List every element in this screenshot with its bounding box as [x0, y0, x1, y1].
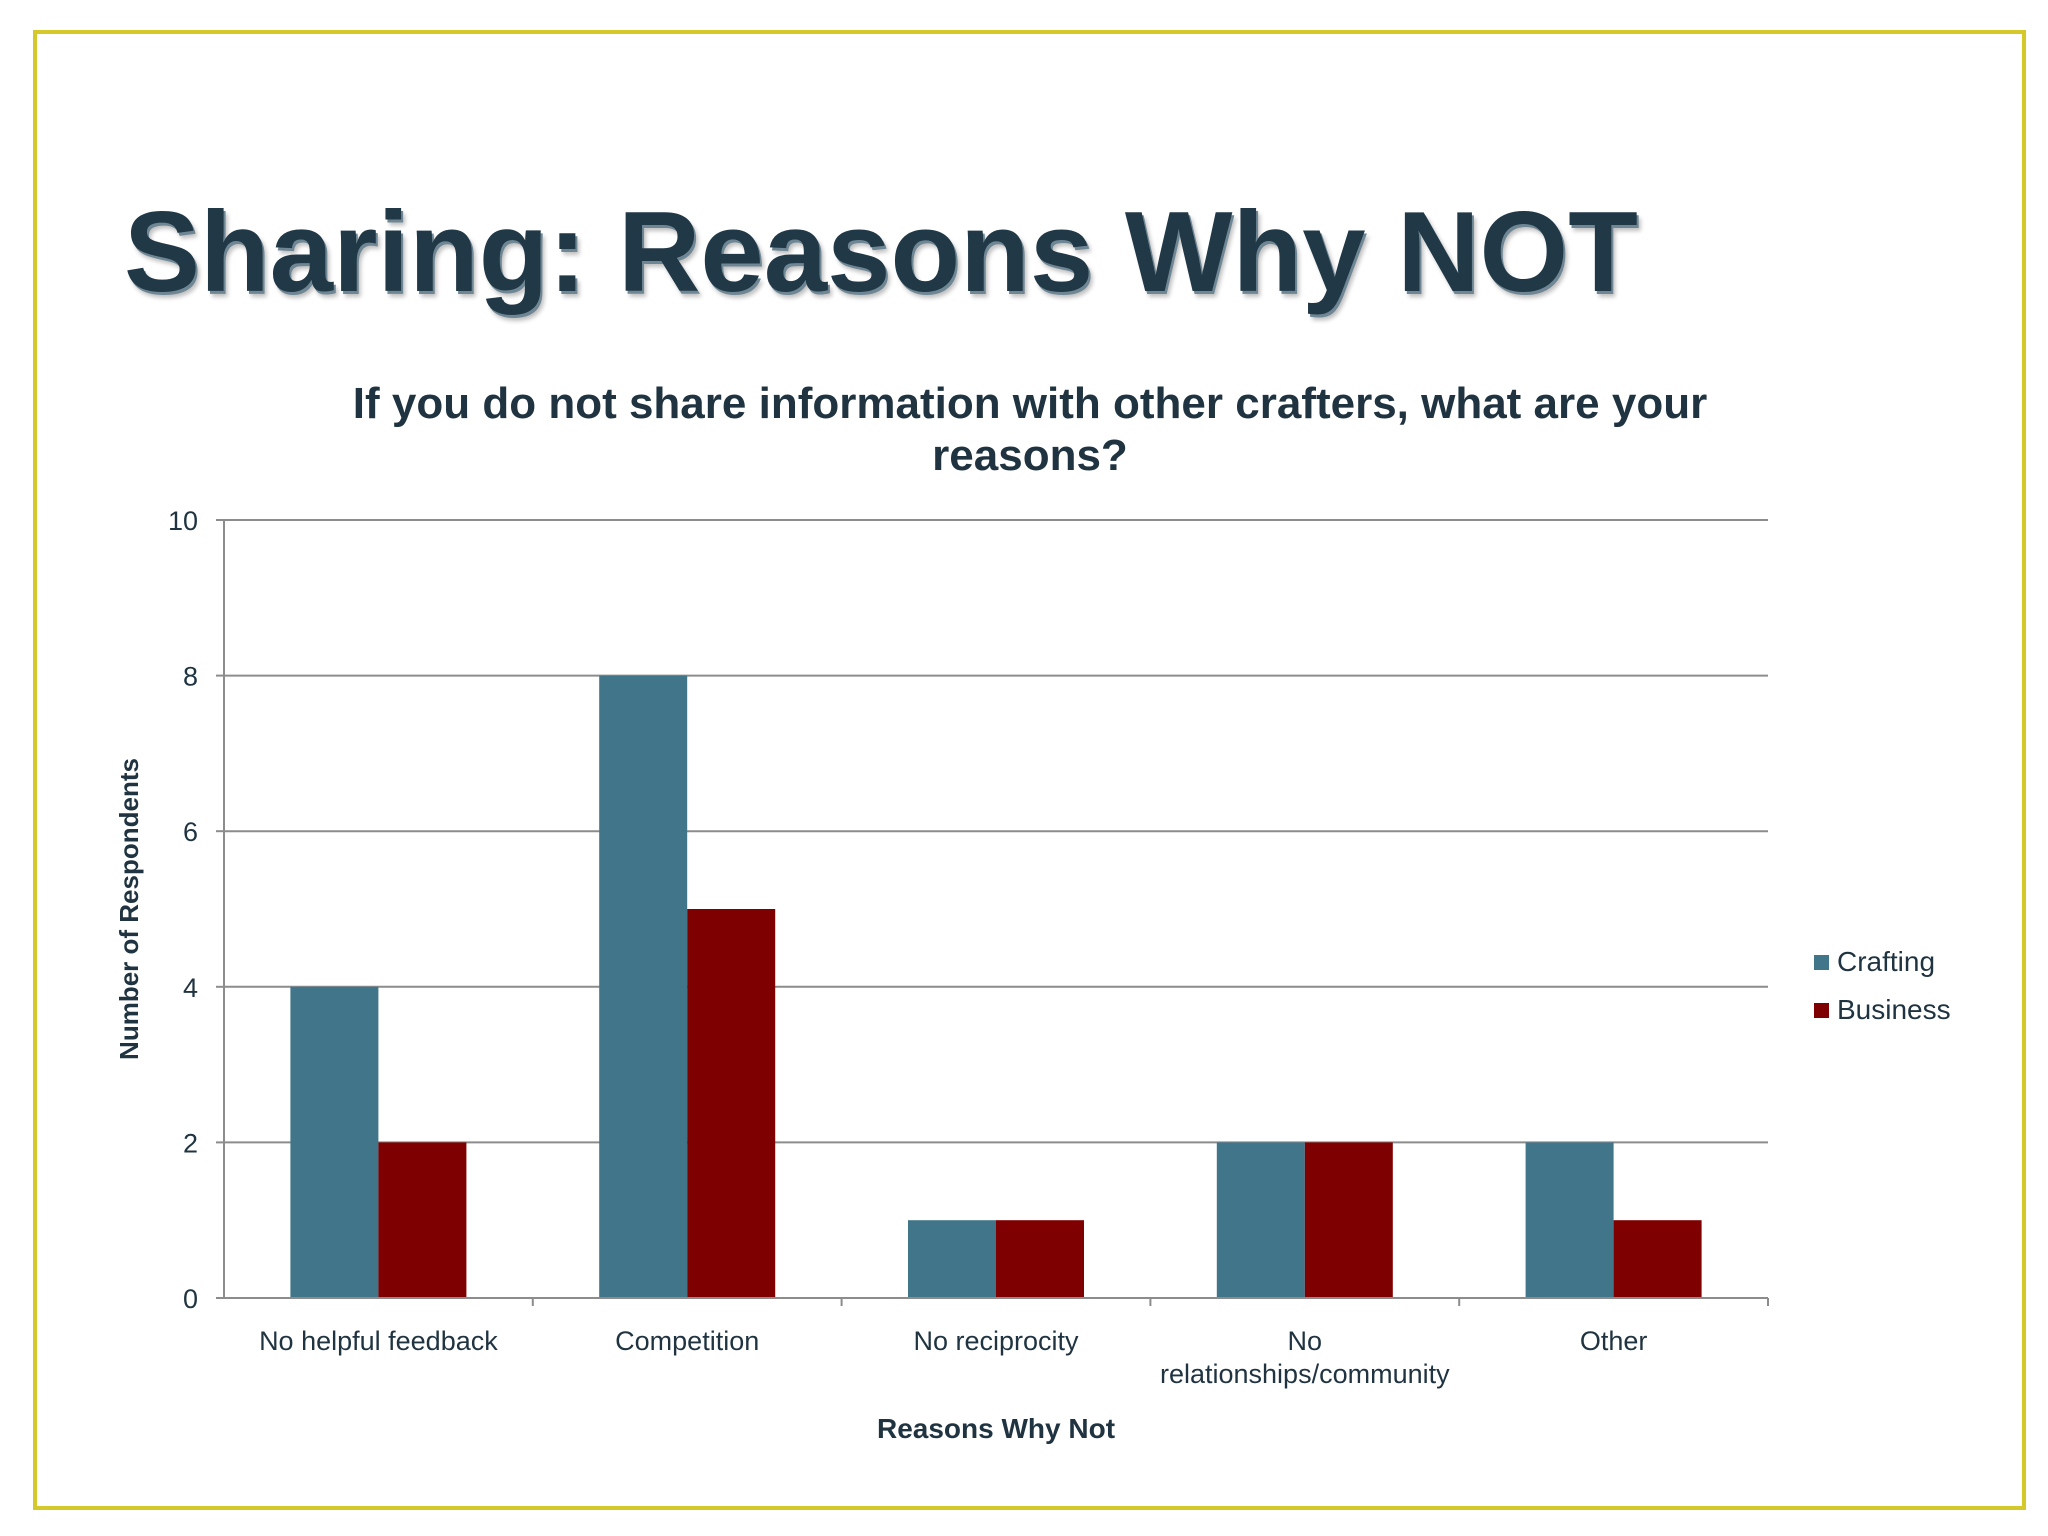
chart-title: If you do not share information with oth…: [352, 379, 1708, 480]
bar-business-1: [687, 909, 776, 1298]
y-tick-label: 4: [183, 973, 198, 1003]
y-tick-label: 8: [183, 662, 198, 692]
legend-swatch-business: [1814, 1002, 1829, 1018]
x-tick-label-line: No: [1288, 1326, 1323, 1356]
x-tick-label: No helpful feedback: [259, 1326, 498, 1356]
x-tick-label: No relationships/community: [1160, 1326, 1450, 1389]
legend-label-crafting: Crafting: [1837, 946, 1936, 977]
bar-business-3: [1304, 1142, 1393, 1298]
bar-crafting-0: [290, 986, 379, 1298]
chart-legend: Crafting Business: [1814, 938, 1951, 1034]
legend-item-crafting: Crafting: [1814, 938, 1951, 986]
x-tick-label: Competition: [615, 1326, 759, 1356]
x-axis-title: Reasons Why Not: [877, 1413, 1115, 1444]
legend-swatch-crafting: [1814, 954, 1829, 970]
legend-item-business: Business: [1814, 986, 1951, 1034]
bar-business-2: [996, 1220, 1084, 1298]
x-tick-label-line: No reciprocity: [913, 1326, 1079, 1356]
slide-frame: [33, 30, 2026, 1510]
y-tick-label: 6: [183, 817, 198, 847]
bar-crafting-4: [1525, 1142, 1614, 1298]
slide-title: Sharing: Reasons Why NOT: [124, 189, 1638, 316]
x-tick-label: No reciprocity: [913, 1326, 1079, 1356]
bar-crafting-1: [599, 675, 688, 1298]
bar-crafting-2: [908, 1220, 996, 1298]
legend-label-business: Business: [1837, 994, 1951, 1025]
y-tick-label: 0: [183, 1284, 198, 1314]
x-tick-label-line: No helpful feedback: [259, 1326, 498, 1356]
y-tick-label: 2: [183, 1128, 198, 1158]
x-tick-label-line: relationships/community: [1160, 1359, 1450, 1389]
y-tick-label: 10: [168, 506, 198, 536]
x-tick-label-line: Competition: [615, 1326, 759, 1356]
y-axis-title: Number of Respondents: [114, 758, 144, 1060]
bar-crafting-3: [1216, 1142, 1305, 1298]
bar-business-4: [1613, 1220, 1702, 1298]
x-tick-label: Other: [1580, 1326, 1648, 1356]
x-tick-label-line: Other: [1580, 1326, 1648, 1356]
bar-business-0: [378, 1142, 467, 1298]
